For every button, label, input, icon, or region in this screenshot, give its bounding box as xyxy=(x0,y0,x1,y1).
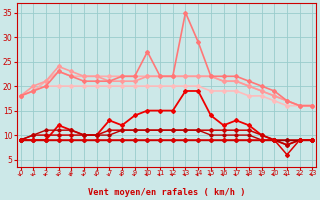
X-axis label: Vent moyen/en rafales ( km/h ): Vent moyen/en rafales ( km/h ) xyxy=(88,188,245,197)
